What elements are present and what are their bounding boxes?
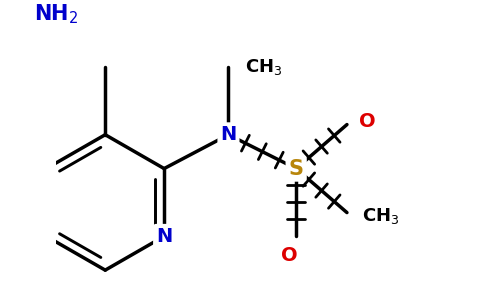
Text: O: O xyxy=(281,246,298,266)
Text: S: S xyxy=(288,159,303,178)
Text: CH$_3$: CH$_3$ xyxy=(362,206,399,226)
Text: N: N xyxy=(156,227,172,246)
Text: CH$_3$: CH$_3$ xyxy=(245,57,283,77)
Text: NH$_2$: NH$_2$ xyxy=(33,3,78,26)
Text: N: N xyxy=(220,125,237,144)
Text: O: O xyxy=(359,112,376,131)
